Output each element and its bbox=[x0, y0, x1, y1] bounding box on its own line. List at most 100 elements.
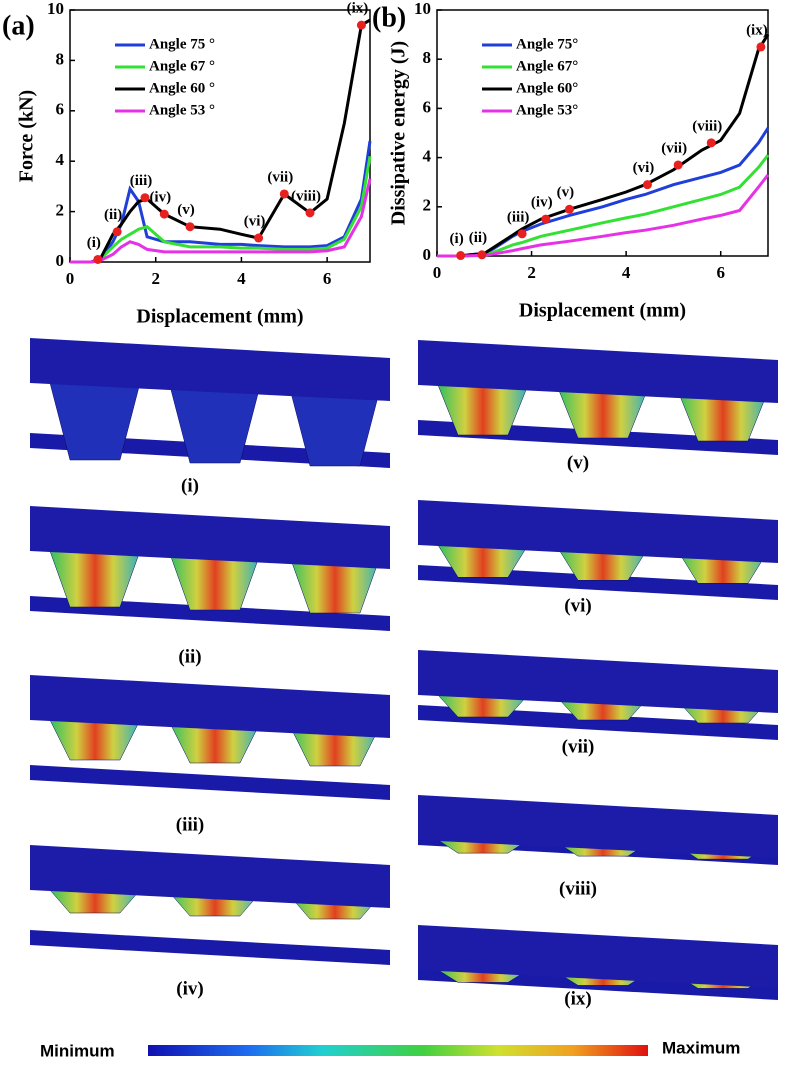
y-tick-label: 10 bbox=[47, 0, 64, 18]
panel-label: (a) bbox=[2, 10, 35, 41]
x-axis-label: Displacement (mm) bbox=[136, 306, 303, 328]
state-label: (v) bbox=[557, 185, 575, 201]
state-marker bbox=[477, 250, 487, 260]
y-tick-label: 8 bbox=[423, 48, 432, 67]
legend-label: Angle 75 ° bbox=[149, 36, 215, 52]
state-label: (i) bbox=[450, 231, 464, 247]
state-label: (ix) bbox=[746, 22, 768, 38]
legend-label: Angle 67 ° bbox=[149, 58, 215, 74]
y-axis-label: Force (kN) bbox=[16, 90, 38, 182]
state-label: (vi) bbox=[633, 160, 655, 176]
simulation-image bbox=[418, 500, 778, 600]
state-marker bbox=[112, 227, 122, 237]
legend-label: Angle 67° bbox=[516, 58, 578, 74]
panel-caption: (ii) bbox=[178, 646, 201, 667]
state-label: (iii) bbox=[507, 209, 530, 225]
state-marker bbox=[642, 180, 652, 190]
x-tick-label: 2 bbox=[527, 263, 536, 282]
state-marker bbox=[93, 254, 103, 264]
y-tick-label: 10 bbox=[414, 0, 431, 18]
top-plate bbox=[30, 845, 390, 908]
y-tick-label: 2 bbox=[423, 196, 432, 215]
state-label: (ix) bbox=[347, 1, 369, 17]
panel-caption: (i) bbox=[181, 475, 199, 496]
legend-label: Angle 53 ° bbox=[149, 102, 215, 118]
y-tick-label: 0 bbox=[423, 245, 432, 264]
y-tick-label: 2 bbox=[56, 201, 65, 220]
simulation-image bbox=[418, 795, 778, 865]
state-marker bbox=[159, 209, 169, 219]
top-plate bbox=[418, 500, 778, 563]
plot-frame bbox=[436, 9, 769, 257]
state-label: (iii) bbox=[130, 173, 153, 189]
y-tick-label: 4 bbox=[423, 147, 432, 166]
colorbar-max-label: Maximum bbox=[662, 1038, 740, 1057]
y-tick-label: 6 bbox=[423, 97, 432, 116]
x-tick-label: 4 bbox=[237, 269, 246, 288]
state-label: (i) bbox=[87, 235, 101, 251]
y-tick-label: 0 bbox=[56, 251, 65, 270]
simulation-image bbox=[418, 340, 778, 455]
top-plate bbox=[418, 340, 778, 403]
state-marker bbox=[564, 204, 574, 214]
state-label: (iv) bbox=[531, 195, 553, 211]
panel-caption: (ix) bbox=[564, 988, 591, 1009]
series-line bbox=[70, 140, 372, 264]
y-tick-label: 8 bbox=[56, 49, 65, 68]
simulation-image bbox=[30, 675, 390, 800]
top-plate bbox=[418, 650, 778, 713]
state-marker bbox=[254, 233, 264, 243]
top-plate bbox=[30, 338, 390, 401]
x-tick-label: 0 bbox=[66, 269, 75, 288]
simulation-image bbox=[30, 845, 390, 965]
x-tick-label: 2 bbox=[151, 269, 160, 288]
panel-caption: (viii) bbox=[559, 878, 597, 899]
core-web bbox=[49, 719, 141, 761]
state-label: (vii) bbox=[661, 140, 687, 156]
state-label: (viii) bbox=[692, 118, 722, 134]
state-label: (ii) bbox=[104, 207, 122, 223]
state-marker bbox=[517, 229, 527, 239]
panel-caption: (v) bbox=[567, 452, 589, 473]
simulation-image bbox=[30, 506, 390, 631]
panel-caption: (iii) bbox=[176, 814, 205, 835]
colorbar bbox=[148, 1045, 648, 1056]
state-marker bbox=[541, 214, 551, 224]
state-marker bbox=[673, 160, 683, 170]
top-plate bbox=[30, 675, 390, 738]
series-line bbox=[70, 155, 372, 264]
state-label: (iv) bbox=[149, 190, 171, 206]
panel-label: (b) bbox=[372, 2, 406, 33]
state-marker bbox=[706, 138, 716, 148]
panel-caption: (vi) bbox=[564, 595, 591, 616]
legend-label: Angle 53° bbox=[516, 102, 578, 118]
top-plate bbox=[418, 925, 778, 988]
state-label: (vii) bbox=[267, 169, 293, 185]
plot-frame bbox=[69, 9, 371, 263]
legend-label: Angle 60 ° bbox=[149, 80, 215, 96]
series-line bbox=[70, 178, 372, 264]
state-marker bbox=[756, 42, 766, 52]
core-web bbox=[169, 553, 261, 611]
state-label: (viii) bbox=[291, 188, 321, 204]
x-tick-label: 6 bbox=[716, 263, 725, 282]
state-marker bbox=[305, 208, 315, 218]
state-label: (v) bbox=[177, 202, 195, 218]
bottom-plate bbox=[30, 930, 390, 965]
x-tick-label: 6 bbox=[323, 269, 332, 288]
colorbar-min-label: Minimum bbox=[40, 1041, 115, 1060]
y-axis-label: Dissipative energy (J) bbox=[388, 41, 410, 225]
bottom-plate bbox=[30, 765, 390, 800]
y-tick-label: 4 bbox=[56, 150, 65, 169]
legend-label: Angle 75° bbox=[516, 36, 578, 52]
series-line bbox=[70, 18, 371, 264]
state-marker bbox=[356, 20, 366, 30]
state-marker bbox=[279, 189, 289, 199]
panel-caption: (vii) bbox=[562, 736, 595, 757]
x-tick-label: 0 bbox=[433, 263, 442, 282]
top-plate bbox=[30, 506, 390, 569]
y-tick-label: 6 bbox=[56, 100, 65, 119]
legend-label: Angle 60° bbox=[516, 80, 578, 96]
simulation-image bbox=[30, 338, 390, 468]
